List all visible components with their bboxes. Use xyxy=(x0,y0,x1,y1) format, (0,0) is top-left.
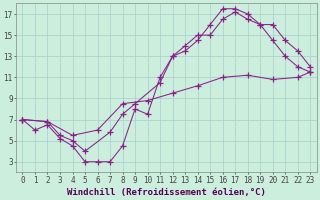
X-axis label: Windchill (Refroidissement éolien,°C): Windchill (Refroidissement éolien,°C) xyxy=(67,188,266,197)
